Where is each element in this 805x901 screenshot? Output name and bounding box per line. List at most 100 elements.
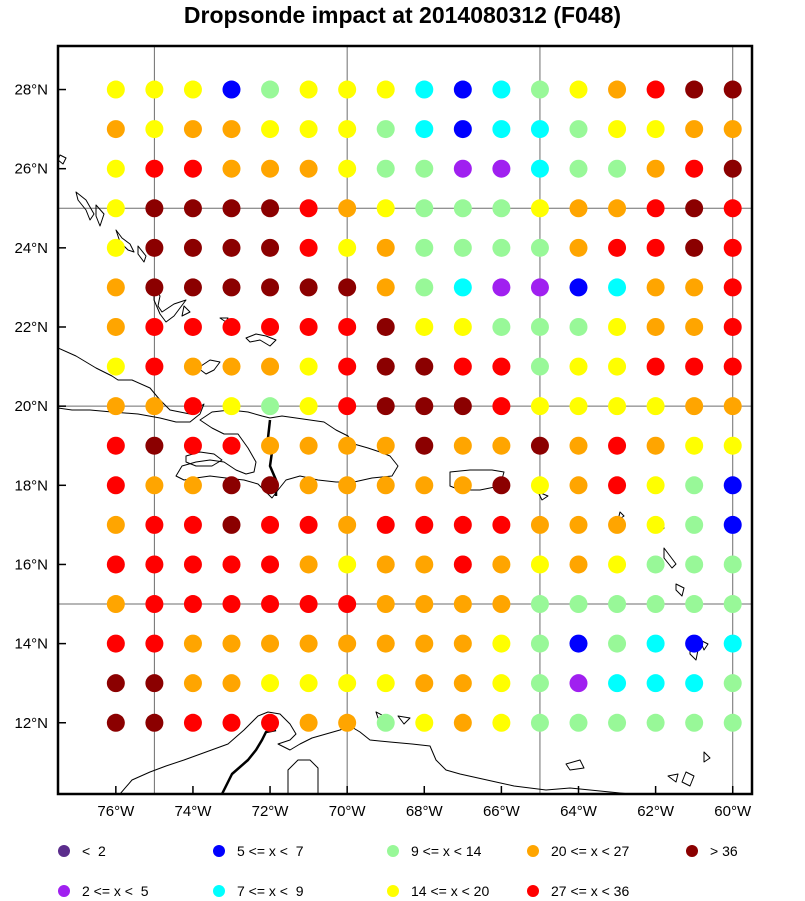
impact-dot xyxy=(453,397,472,416)
x-tick-label: 74°W xyxy=(175,803,213,820)
impact-dot xyxy=(453,634,472,653)
impact-dot xyxy=(453,674,472,693)
impact-dot xyxy=(723,159,742,178)
impact-dot xyxy=(608,436,627,455)
impact-dot xyxy=(608,595,627,614)
impact-dot xyxy=(222,278,241,297)
impact-dot xyxy=(222,515,241,534)
impact-dot xyxy=(492,674,511,693)
impact-dot xyxy=(646,397,665,416)
impact-dot xyxy=(492,159,511,178)
legend-swatch xyxy=(213,885,225,897)
impact-dot xyxy=(685,634,704,653)
impact-dot xyxy=(415,238,434,257)
impact-dot xyxy=(145,159,164,178)
impact-dot xyxy=(106,713,125,732)
impact-dot xyxy=(106,278,125,297)
legend-swatch xyxy=(58,845,70,857)
impact-dot xyxy=(569,317,588,336)
impact-dot xyxy=(646,674,665,693)
impact-dot xyxy=(376,476,395,495)
impact-dot xyxy=(492,595,511,614)
legend-label: < 2 xyxy=(82,843,106,859)
legend-swatch xyxy=(527,845,539,857)
impact-dot xyxy=(338,436,357,455)
impact-dot xyxy=(492,317,511,336)
y-tick-label: 26°N xyxy=(14,161,48,178)
y-tick-label: 24°N xyxy=(14,240,48,257)
impact-dot xyxy=(222,634,241,653)
impact-dot xyxy=(261,476,280,495)
impact-dot xyxy=(530,159,549,178)
impact-dot xyxy=(299,120,318,139)
impact-dot xyxy=(222,120,241,139)
impact-dot xyxy=(183,159,202,178)
impact-dot xyxy=(145,80,164,99)
impact-dot xyxy=(222,199,241,218)
impact-dot xyxy=(453,238,472,257)
impact-dot xyxy=(299,199,318,218)
impact-dot xyxy=(646,120,665,139)
impact-dot xyxy=(183,674,202,693)
impact-dot xyxy=(453,476,472,495)
impact-dot xyxy=(492,357,511,376)
impact-dot xyxy=(376,199,395,218)
impact-dot xyxy=(723,555,742,574)
impact-dot xyxy=(261,595,280,614)
impact-dot xyxy=(299,80,318,99)
impact-dot xyxy=(299,595,318,614)
hispaniola-coast xyxy=(175,409,399,499)
impact-dot xyxy=(261,397,280,416)
impact-dot xyxy=(106,595,125,614)
impact-dot xyxy=(106,436,125,455)
impact-dot xyxy=(222,357,241,376)
impact-dot xyxy=(569,159,588,178)
impact-dot xyxy=(608,476,627,495)
impact-dot xyxy=(685,120,704,139)
impact-dot xyxy=(530,80,549,99)
impact-dot xyxy=(685,159,704,178)
impact-dot xyxy=(415,278,434,297)
impact-dot xyxy=(608,159,627,178)
impact-dot xyxy=(415,159,434,178)
impact-dot xyxy=(685,317,704,336)
legend-label: 7 <= x < 9 xyxy=(237,883,304,899)
impact-dot xyxy=(106,317,125,336)
legend-label: 5 <= x < 7 xyxy=(237,843,304,859)
impact-dot xyxy=(723,120,742,139)
legend-swatch xyxy=(527,885,539,897)
impact-dot xyxy=(723,80,742,99)
impact-dot xyxy=(222,397,241,416)
impact-dot xyxy=(183,397,202,416)
impact-dot xyxy=(299,674,318,693)
impact-dot xyxy=(415,397,434,416)
impact-dot xyxy=(415,595,434,614)
impact-dot xyxy=(569,634,588,653)
impact-dot xyxy=(685,595,704,614)
impact-dot xyxy=(376,595,395,614)
impact-dot xyxy=(608,317,627,336)
impact-dot xyxy=(608,278,627,297)
impact-dot xyxy=(569,199,588,218)
y-tick-label: 18°N xyxy=(14,477,48,494)
impact-dot xyxy=(376,120,395,139)
impact-dot xyxy=(492,278,511,297)
impact-dot xyxy=(145,713,164,732)
impact-dot xyxy=(222,238,241,257)
impact-dot xyxy=(338,80,357,99)
impact-dot xyxy=(106,515,125,534)
impact-dot xyxy=(453,555,472,574)
impact-dot xyxy=(106,674,125,693)
y-tick-label: 14°N xyxy=(14,636,48,653)
impact-dot xyxy=(222,317,241,336)
impact-dot xyxy=(415,357,434,376)
impact-dot xyxy=(261,80,280,99)
impact-dot xyxy=(106,397,125,416)
impact-dot xyxy=(530,397,549,416)
impact-dot xyxy=(492,515,511,534)
impact-dot xyxy=(261,634,280,653)
impact-dot xyxy=(723,674,742,693)
y-tick-label: 20°N xyxy=(14,398,48,415)
impact-dot xyxy=(145,476,164,495)
impact-dot xyxy=(145,199,164,218)
